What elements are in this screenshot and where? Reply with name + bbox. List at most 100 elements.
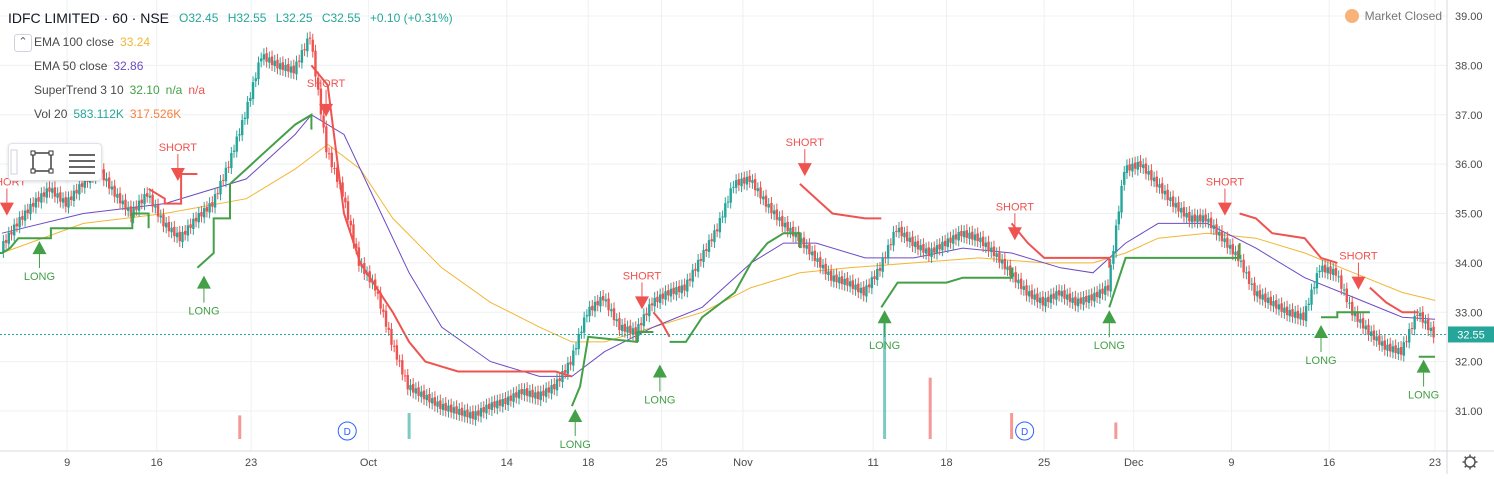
candle-body: [756, 188, 760, 192]
settings-gear-icon[interactable]: [1462, 454, 1478, 470]
drawing-toolbox[interactable]: [8, 143, 102, 181]
time-tick-label: 18: [582, 457, 594, 469]
time-tick-label: Oct: [360, 457, 377, 469]
dividend-circle: [337, 421, 357, 441]
candle-body: [688, 278, 692, 281]
candle-body: [504, 397, 507, 405]
candle-body: [159, 215, 162, 218]
candle-body: [743, 177, 746, 184]
candle-body: [1036, 293, 1039, 303]
indicator-supertrend[interactable]: SuperTrend 3 10 32.10 n/a n/a: [8, 78, 459, 102]
candle-body: [781, 216, 784, 227]
candle-body: [751, 180, 754, 183]
candle-body: [981, 236, 985, 247]
candle-body: [588, 306, 591, 317]
collapse-chevron-icon[interactable]: ⌃: [14, 34, 32, 52]
candle-body: [1147, 171, 1150, 175]
candle-body: [262, 54, 266, 60]
candle-body: [547, 387, 551, 393]
candle-body: [384, 310, 388, 327]
candle-body: [544, 388, 548, 397]
short-signal-label: SHORT: [996, 201, 1035, 213]
dividend-marker[interactable]: D: [337, 421, 357, 441]
indicator-ema100[interactable]: ⌃ EMA 100 close 33.24: [8, 30, 459, 54]
candle-body: [1340, 275, 1343, 289]
candle-body: [512, 393, 515, 402]
candle-body: [661, 293, 665, 299]
candle-body: [922, 244, 925, 253]
candle-body: [1218, 231, 1221, 236]
candle-body: [1212, 225, 1216, 229]
candle-body: [596, 300, 599, 306]
candle-body: [192, 218, 195, 229]
candle-body: [819, 257, 822, 268]
candle-body: [897, 227, 901, 233]
gear-tooth: [1473, 465, 1476, 468]
candles-layer: [2, 31, 1435, 426]
candle-body: [1405, 341, 1408, 343]
candle-body: [202, 208, 206, 218]
candle-body: [900, 226, 903, 237]
candle-body: [1101, 288, 1104, 294]
candle-body: [1076, 298, 1080, 307]
candle-body: [531, 389, 534, 398]
candle-body: [433, 397, 437, 406]
candle-body: [859, 287, 863, 294]
candle-body: [501, 398, 504, 407]
candle-body: [219, 180, 222, 195]
candle-body: [466, 409, 469, 418]
candle-body: [1025, 285, 1028, 296]
candle-body: [1228, 245, 1232, 249]
candle-body: [914, 241, 917, 248]
candle-body: [631, 328, 635, 335]
candle-body: [34, 198, 38, 208]
drag-handle-icon[interactable]: [10, 149, 18, 175]
indicator-ema50[interactable]: EMA 50 close 32.86: [8, 54, 459, 78]
candle-body: [634, 327, 637, 335]
candle-body: [1220, 230, 1224, 242]
short-signal-arrow: [1217, 202, 1232, 216]
candle-body: [973, 234, 977, 241]
long-signal-arrow: [568, 408, 583, 422]
candle-body: [1258, 290, 1262, 299]
indicator-volume[interactable]: Vol 20 583.112K 317.526K: [8, 102, 459, 126]
candle-body: [924, 248, 928, 254]
candle-body: [1085, 295, 1088, 303]
candle-body: [53, 187, 57, 197]
candle-body: [287, 63, 290, 72]
menu-lines-icon[interactable]: [69, 154, 95, 174]
candle-body: [656, 296, 659, 303]
dividend-marker[interactable]: D: [1015, 421, 1035, 441]
candle-body: [800, 238, 803, 243]
candle-body: [1104, 286, 1107, 295]
candle-body: [45, 188, 48, 198]
candle-body: [1261, 294, 1264, 300]
candle-body: [821, 264, 825, 269]
candle-body: [118, 193, 122, 204]
candle-body: [105, 178, 108, 182]
candle-body: [1028, 291, 1031, 297]
candle-body: [401, 360, 404, 375]
short-signal-arrow: [1351, 276, 1366, 290]
candle-body: [281, 62, 285, 70]
candle-body: [327, 153, 331, 155]
short-signal-label: SHORT: [1339, 251, 1378, 263]
candle-body: [1125, 165, 1129, 174]
candle-body: [778, 217, 781, 221]
candle-body: [1380, 341, 1384, 346]
candle-body: [1256, 291, 1259, 297]
candle-body: [129, 206, 133, 217]
candle-body: [1223, 238, 1226, 243]
candle-body: [686, 279, 689, 292]
candle-body: [439, 400, 442, 410]
candle-body: [563, 370, 567, 373]
select-rectangle-icon[interactable]: [30, 150, 54, 174]
indicator-supertrend-value: 32.10: [129, 83, 160, 97]
candle-body: [1416, 314, 1419, 316]
candle-body: [1057, 290, 1061, 296]
candle-body: [650, 303, 654, 306]
candle-body: [604, 299, 608, 302]
symbol-title[interactable]: IDFC LIMITED · 60 · NSE: [8, 10, 170, 26]
